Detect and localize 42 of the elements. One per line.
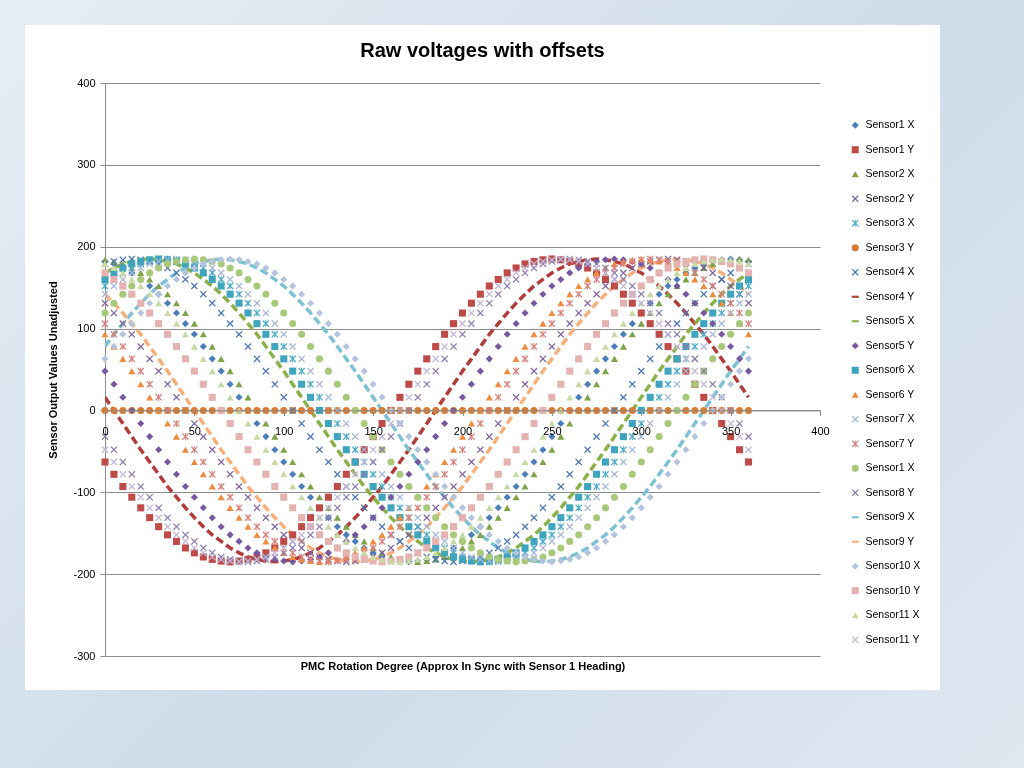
x-tick-label: 150 — [364, 424, 383, 437]
legend-label: Sensor10 Y — [865, 583, 921, 596]
legend-label: Sensor6 X — [865, 363, 915, 376]
y-tick-label: -200 — [73, 567, 96, 580]
y-tick-label: 400 — [77, 76, 96, 89]
legend-label: Sensor5 X — [865, 314, 915, 327]
legend-label: Sensor4 X — [865, 265, 915, 278]
x-tick-label: 350 — [721, 424, 741, 437]
x-tick-label: 250 — [543, 424, 562, 437]
x-tick-label: 400 — [811, 424, 830, 437]
legend-label: Sensor9 Y — [865, 534, 915, 547]
legend-label: Sensor5 Y — [865, 338, 915, 351]
y-tick-label: 0 — [89, 403, 96, 416]
y-tick-label: 300 — [77, 158, 96, 171]
legend-label: Sensor9 X — [865, 510, 915, 523]
y-tick-label: -300 — [73, 649, 96, 662]
y-tick-label: -100 — [73, 485, 96, 498]
legend-label: Sensor3 X — [865, 216, 915, 229]
legend-label: Sensor1 X — [865, 118, 915, 131]
legend-label: Sensor1 Y — [865, 142, 915, 155]
legend-label: Sensor2 Y — [865, 191, 915, 204]
legend-label: Sensor3 Y — [865, 240, 915, 253]
legend-label: Sensor7 X — [865, 412, 915, 425]
legend-label: Sensor2 X — [865, 167, 915, 180]
x-tick-label: 100 — [275, 424, 294, 437]
chart-title: Raw voltages with offsets — [360, 39, 605, 61]
legend-label: Sensor4 Y — [865, 289, 915, 302]
x-tick-label: 50 — [188, 424, 201, 437]
legend-label: Sensor11 X — [865, 608, 920, 621]
x-axis-title: PMC Rotation Degree (Approx In Sync with Sensor 1 Heading) — [300, 659, 626, 672]
x-tick-label: 200 — [453, 424, 473, 437]
y-tick-label: 200 — [77, 240, 96, 253]
legend-label: Sensor7 Y — [865, 436, 915, 449]
x-tick-label: 0 — [102, 424, 109, 437]
legend-label: Sensor6 Y — [865, 387, 915, 400]
y-axis-title: Sensor Output Values Unadjusted — [46, 281, 59, 459]
legend-label: Sensor1 X — [865, 461, 915, 474]
legend-label: Sensor8 Y — [865, 485, 915, 498]
y-tick-label: 100 — [77, 322, 96, 335]
legend-label: Sensor11 Y — [865, 632, 920, 645]
x-tick-label: 300 — [632, 424, 651, 437]
legend-label: Sensor10 X — [865, 559, 921, 572]
